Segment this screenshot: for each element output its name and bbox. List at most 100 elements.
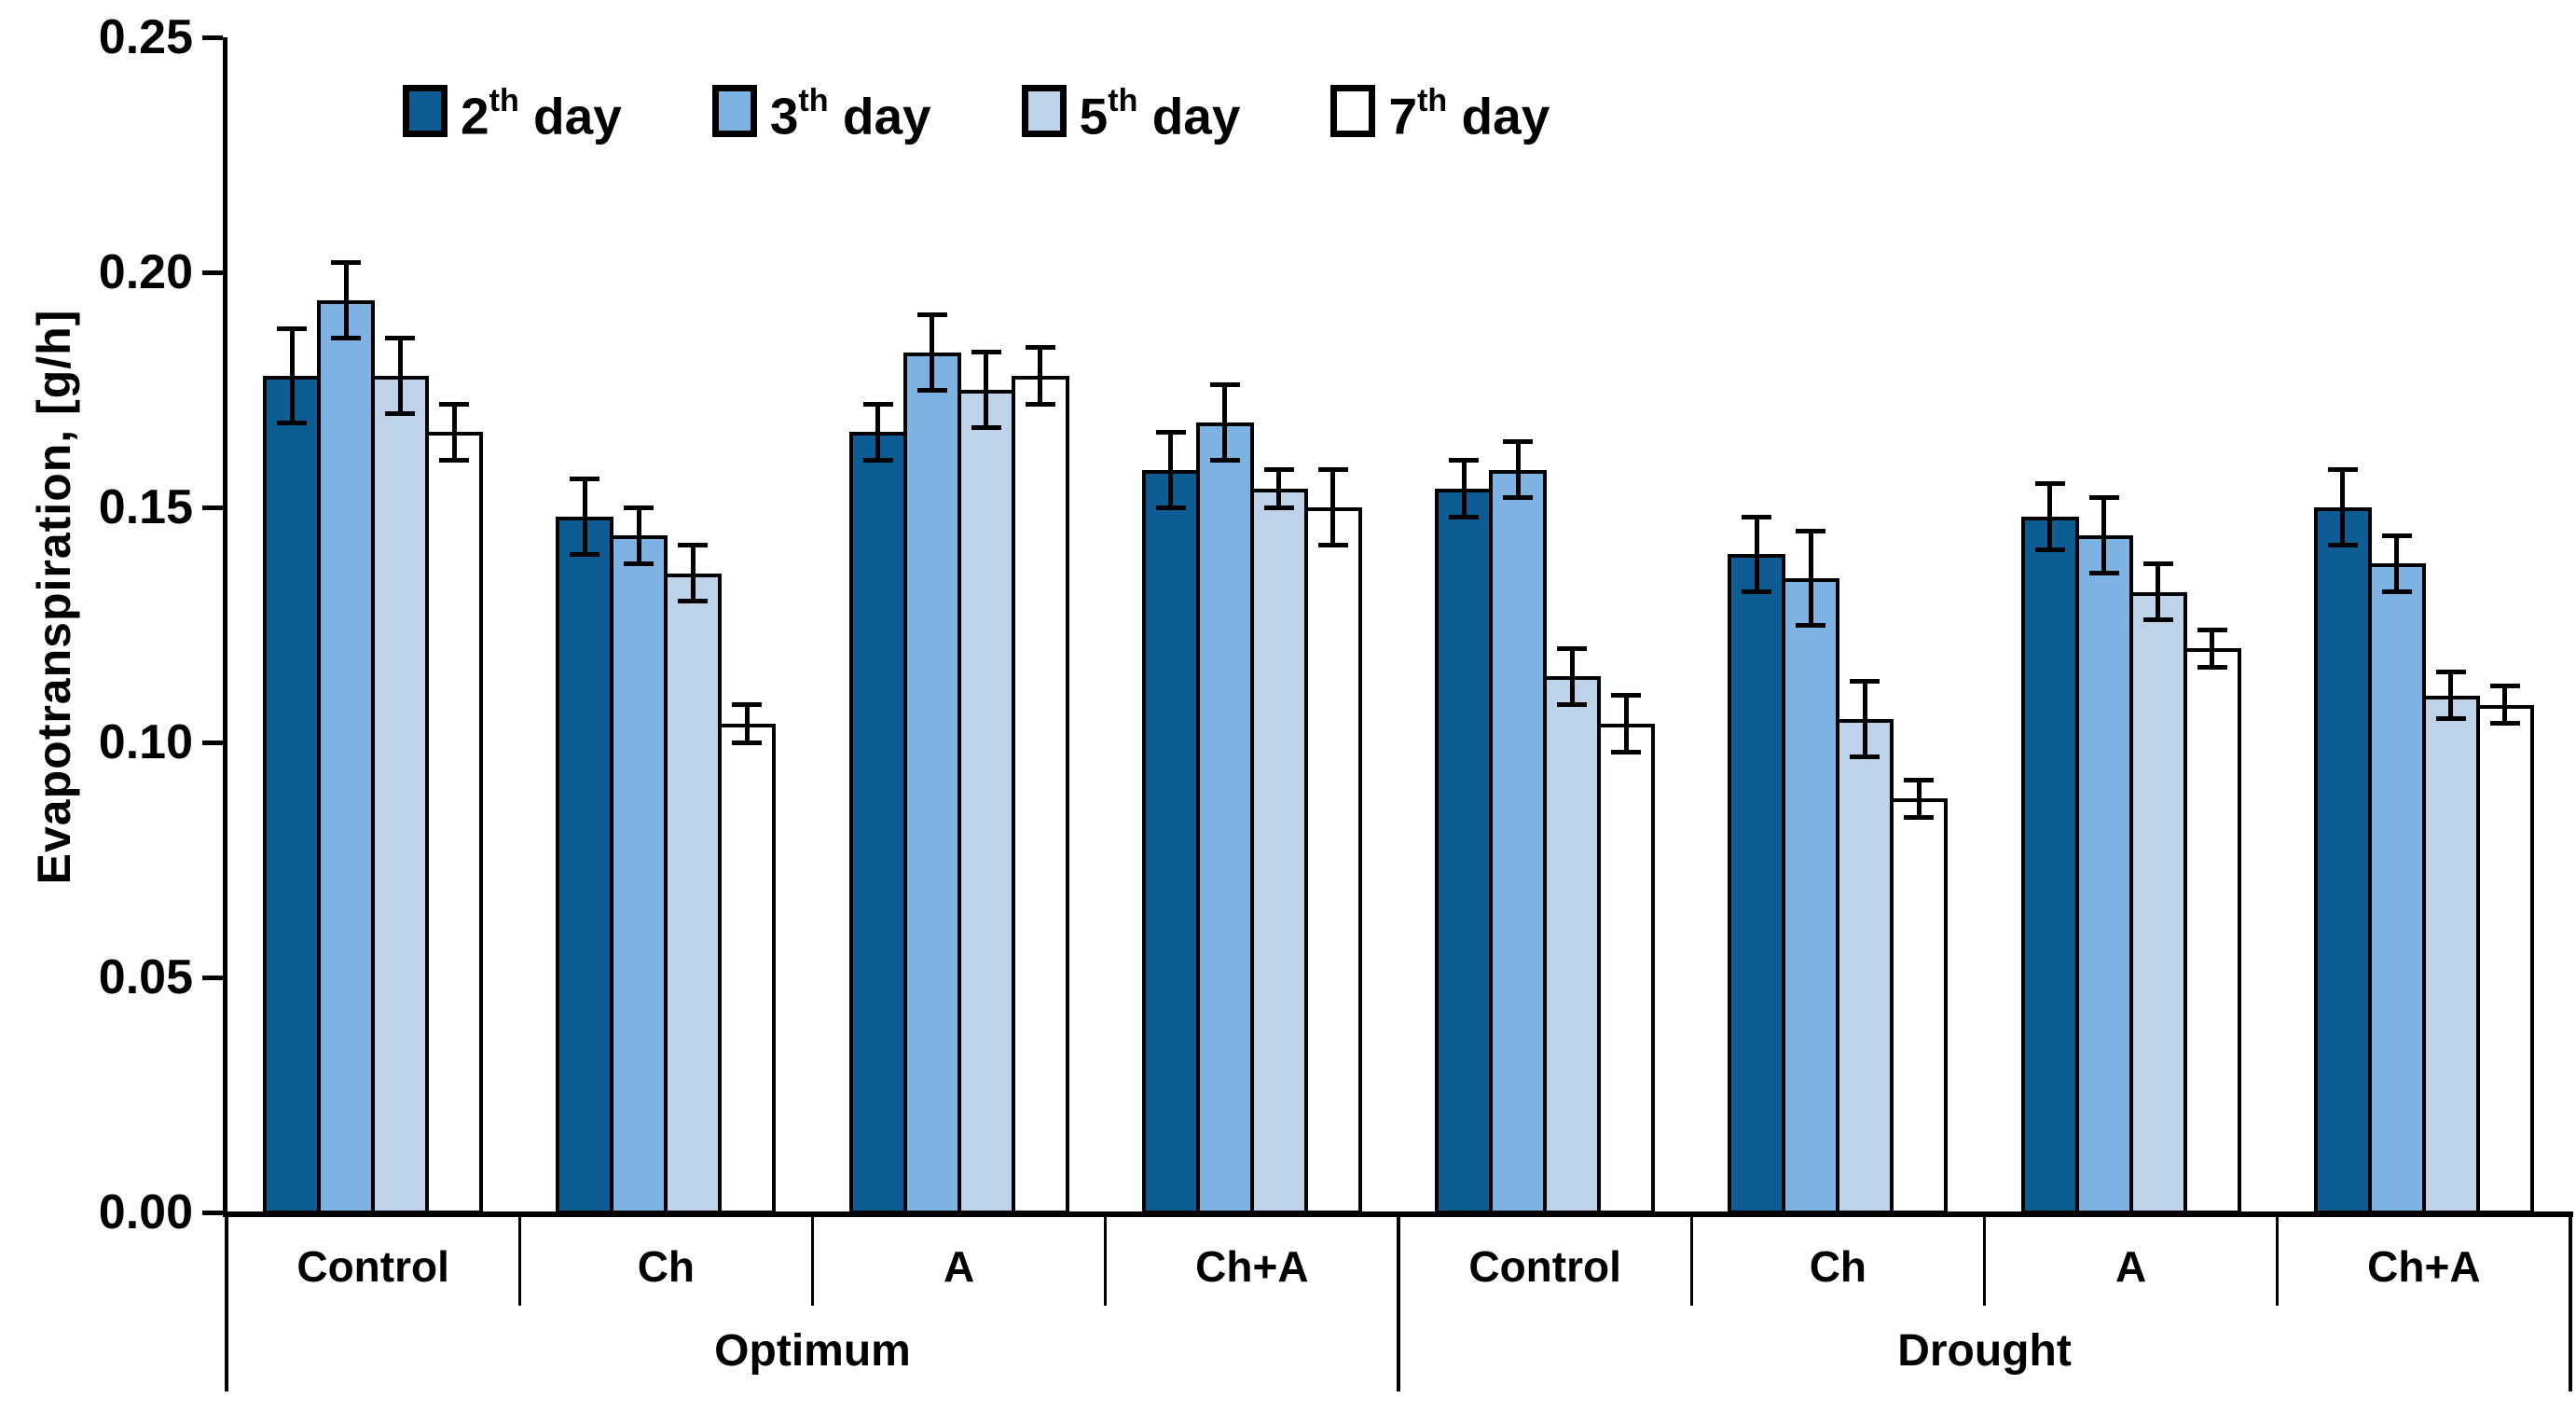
legend-label-7th-day: 7th day xyxy=(1388,82,1550,145)
error-bar-drought-a-2th-day-cap-top xyxy=(2034,481,2065,487)
legend-label-2th-day: 2th day xyxy=(461,82,622,145)
error-bar-drought-control-2th-day-cap-top xyxy=(1449,458,1480,464)
error-bar-optimum-control-2th-day-cap-top xyxy=(277,325,308,331)
bar-drought-control-5th-day xyxy=(1543,676,1602,1214)
y-tick-mark xyxy=(202,1210,223,1215)
bar-drought-ch-a-3th-day xyxy=(2367,563,2426,1214)
legend-swatch-3th-day xyxy=(711,84,757,137)
error-bar-optimum-ch-7th-day xyxy=(744,704,750,742)
y-tick-label: 0.20 xyxy=(98,245,193,299)
category-label-ch: Ch xyxy=(1809,1242,1867,1291)
legend-item-5th-day: 5th day xyxy=(1021,73,1240,148)
error-bar-drought-control-7th-day-cap-bottom xyxy=(1611,749,1642,754)
error-bar-optimum-a-2th-day xyxy=(875,404,881,461)
y-tick-label: 0.05 xyxy=(98,950,193,1004)
error-bar-optimum-ch-a-3th-day-cap-top xyxy=(1209,382,1240,388)
error-bar-drought-ch-5th-day-cap-top xyxy=(1850,678,1880,684)
bar-drought-control-7th-day xyxy=(1597,723,1656,1214)
y-tick-mark xyxy=(202,740,223,745)
legend: 2th day 3th day 5th day 7th day xyxy=(403,73,1550,148)
y-tick-mark xyxy=(202,505,223,510)
category-label-control: Control xyxy=(296,1242,449,1291)
error-bar-optimum-control-7th-day xyxy=(451,404,457,461)
group-label-drought: Drought xyxy=(1897,1326,2072,1376)
category-label-ch-a: Ch+A xyxy=(2367,1242,2481,1291)
error-bar-drought-control-7th-day-cap-top xyxy=(1611,693,1642,699)
y-tick-mark xyxy=(202,35,223,40)
bar-optimum-ch-7th-day xyxy=(718,723,777,1214)
error-bar-drought-control-2th-day-cap-bottom xyxy=(1449,514,1480,519)
error-bar-drought-ch-a-7th-day-cap-top xyxy=(2489,684,2520,689)
y-axis-line xyxy=(223,37,227,1215)
bar-drought-ch-a-5th-day xyxy=(2421,695,2480,1214)
bar-drought-a-2th-day xyxy=(2020,517,2079,1214)
bar-optimum-ch-2th-day xyxy=(556,517,614,1214)
error-bar-optimum-ch-a-2th-day xyxy=(1168,432,1174,507)
error-bar-drought-control-5th-day-cap-bottom xyxy=(1557,702,1588,708)
category-label-ch: Ch xyxy=(637,1242,696,1291)
bar-drought-ch-7th-day xyxy=(1890,798,1949,1214)
error-bar-drought-ch-a-7th-day-cap-bottom xyxy=(2489,721,2520,727)
bar-drought-a-5th-day xyxy=(2128,591,2187,1214)
bar-optimum-control-3th-day xyxy=(317,300,376,1214)
legend-label-3th-day: 3th day xyxy=(769,82,931,145)
error-bar-drought-ch-a-5th-day-cap-bottom xyxy=(2435,716,2466,722)
error-bar-optimum-ch-3th-day xyxy=(636,507,641,564)
error-bar-drought-a-3th-day xyxy=(2101,497,2107,574)
error-bar-optimum-a-7th-day-cap-top xyxy=(1025,345,1055,351)
bar-optimum-ch-a-3th-day xyxy=(1195,422,1254,1214)
error-bar-drought-ch-a-7th-day xyxy=(2502,685,2508,724)
error-bar-optimum-control-2th-day xyxy=(289,328,295,423)
bar-drought-a-7th-day xyxy=(2183,648,2241,1214)
legend-label-superscript: th xyxy=(798,82,829,118)
error-bar-optimum-ch-a-7th-day-cap-top xyxy=(1317,467,1348,473)
error-bar-drought-control-3th-day xyxy=(1515,441,1521,498)
error-bar-drought-ch-a-2th-day xyxy=(2340,469,2346,546)
error-bar-optimum-a-2th-day-cap-bottom xyxy=(862,458,893,464)
error-bar-drought-ch-3th-day-cap-top xyxy=(1796,528,1826,533)
group-divider xyxy=(1397,1212,1400,1391)
error-bar-optimum-control-3th-day-cap-top xyxy=(331,260,362,266)
error-bar-optimum-a-3th-day-cap-top xyxy=(916,311,947,317)
error-bar-drought-ch-a-3th-day-cap-top xyxy=(2381,533,2412,538)
error-bar-optimum-a-5th-day-cap-bottom xyxy=(971,424,1001,430)
legend-item-7th-day: 7th day xyxy=(1330,73,1550,148)
error-bar-drought-a-3th-day-cap-bottom xyxy=(2088,571,2119,576)
error-bar-optimum-control-5th-day xyxy=(397,338,403,414)
error-bar-drought-ch-5th-day xyxy=(1862,681,1867,757)
bar-optimum-a-5th-day xyxy=(957,390,1015,1214)
error-bar-drought-control-2th-day xyxy=(1461,460,1467,518)
error-bar-optimum-ch-7th-day-cap-bottom xyxy=(732,740,763,745)
error-bar-drought-ch-a-5th-day xyxy=(2448,671,2454,719)
legend-swatch-5th-day xyxy=(1021,84,1067,137)
error-bar-optimum-ch-5th-day-cap-top xyxy=(678,542,709,547)
error-bar-optimum-a-5th-day-cap-top xyxy=(971,350,1001,355)
error-bar-optimum-ch-a-7th-day-cap-bottom xyxy=(1317,542,1348,547)
error-bar-drought-a-2th-day xyxy=(2047,483,2053,550)
legend-item-2th-day: 2th day xyxy=(403,73,622,148)
bar-optimum-a-2th-day xyxy=(848,432,907,1214)
category-divider xyxy=(2276,1212,2280,1306)
bar-drought-ch-3th-day xyxy=(1782,577,1840,1214)
error-bar-optimum-ch-a-3th-day-cap-bottom xyxy=(1209,458,1240,464)
legend-label-superscript: th xyxy=(1108,82,1138,118)
category-divider xyxy=(811,1212,814,1306)
bar-drought-a-3th-day xyxy=(2074,535,2133,1214)
y-tick-label: 0.00 xyxy=(98,1185,193,1239)
error-bar-drought-ch-5th-day-cap-bottom xyxy=(1850,754,1880,759)
bar-drought-ch-a-2th-day xyxy=(2313,507,2372,1214)
error-bar-optimum-control-3th-day xyxy=(343,262,349,339)
y-tick-mark xyxy=(202,270,223,275)
error-bar-drought-ch-a-2th-day-cap-top xyxy=(2327,467,2358,473)
error-bar-optimum-ch-5th-day xyxy=(690,545,696,602)
bar-optimum-control-7th-day xyxy=(425,432,484,1214)
error-bar-optimum-ch-a-7th-day xyxy=(1330,469,1336,546)
error-bar-optimum-control-3th-day-cap-bottom xyxy=(331,336,362,341)
error-bar-drought-a-5th-day-cap-top xyxy=(2142,561,2173,566)
bar-drought-ch-a-7th-day xyxy=(2475,704,2534,1214)
error-bar-drought-ch-a-5th-day-cap-top xyxy=(2435,669,2466,674)
category-label-ch-a: Ch+A xyxy=(1195,1242,1309,1291)
category-divider xyxy=(517,1212,521,1306)
bar-optimum-a-3th-day xyxy=(902,352,961,1214)
